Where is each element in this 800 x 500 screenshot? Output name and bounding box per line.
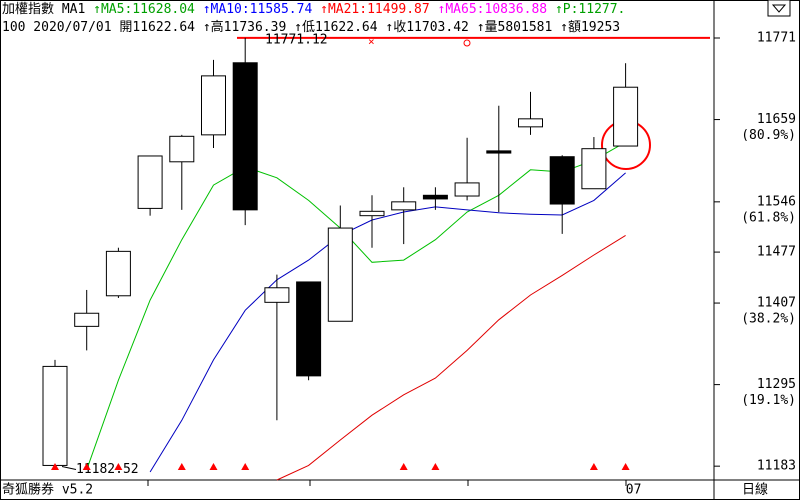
header-line-1: 加權指數 MA1 ↑MA5:11628.04 ↑MA10:11585.74 ↑M… — [2, 2, 625, 17]
ma-line — [276, 234, 626, 481]
candle-body — [359, 210, 385, 217]
legend-entry: ↑MA5:11628.04 — [93, 2, 203, 17]
menu-button[interactable] — [767, 0, 791, 17]
y-tick-label: 11659 — [757, 112, 796, 127]
quote-field: ↑高11736.39 — [203, 19, 294, 35]
legend-entry: 加權指數 MA1 — [2, 2, 93, 17]
ma-line — [86, 141, 626, 470]
signal-marker — [431, 463, 440, 470]
candle-body — [549, 156, 575, 205]
signal-marker — [589, 463, 598, 470]
cross-marker: × — [368, 35, 375, 48]
footer-right: 日線 — [742, 482, 768, 498]
candle-body — [74, 312, 100, 327]
y-tick-label: 11771 — [757, 31, 796, 46]
candle-body — [42, 365, 68, 466]
signal-marker — [114, 463, 123, 470]
signal-marker — [399, 463, 408, 470]
signal-marker — [241, 463, 250, 470]
legend-entry: ↑P:11277. — [555, 2, 625, 17]
signal-marker — [209, 463, 218, 470]
candle-body — [486, 150, 512, 154]
candle-body — [232, 62, 258, 211]
y-tick-label: 11477 — [757, 245, 796, 260]
footer-left: 奇狐勝券 v5.2 — [2, 482, 93, 498]
quote-field: ↑額19253 — [560, 20, 620, 35]
min-pointer — [61, 466, 77, 471]
quote-field: ↑收11703.42 — [385, 20, 476, 35]
candle-body — [201, 75, 226, 136]
ma-line — [149, 172, 626, 473]
signal-marker — [82, 463, 91, 470]
quote-field: ↑量5801581 — [477, 20, 560, 35]
header-line-2: 100 2020/07/01 開11622.64 ↑高11736.39 ↑低11… — [2, 19, 620, 35]
legend-entry: ↑MA65:10836.88 — [438, 2, 555, 17]
circle-marker — [463, 39, 471, 47]
max-label: 11771.12 — [265, 32, 328, 47]
y-tick-label: 11546 — [757, 194, 796, 209]
fib-label: (38.2%) — [741, 312, 796, 327]
min-label: 11182.52 — [76, 462, 139, 477]
quote-field: 100 2020/07/01 開11622.64 — [2, 20, 203, 35]
signal-marker — [177, 463, 186, 470]
y-tick-label: 11407 — [757, 296, 796, 311]
candle-body — [327, 227, 353, 322]
candle-body — [105, 250, 131, 297]
x-tick-label: 07 — [626, 483, 642, 498]
signal-marker — [51, 463, 59, 470]
candle-body — [518, 118, 543, 128]
candle-body — [422, 194, 448, 200]
y-tick-label: 11295 — [757, 377, 796, 392]
quote-field: ↑低11622.64 — [294, 20, 385, 35]
candle-body — [169, 135, 195, 163]
candle-body — [137, 155, 163, 209]
fib-label: (61.8%) — [741, 210, 796, 225]
candle-body — [581, 148, 607, 190]
candle-body — [391, 201, 417, 211]
fib-label: (19.1%) — [741, 393, 796, 408]
menu-icon — [771, 4, 787, 13]
signal-marker — [621, 463, 630, 470]
candle-body — [296, 281, 322, 377]
fib-label: (80.9%) — [741, 128, 796, 143]
candle-body — [264, 287, 290, 303]
legend-entry: ↑MA10:11585.74 — [203, 2, 320, 17]
candle-body — [613, 86, 639, 147]
y-tick-label: 11183 — [757, 459, 796, 474]
candle-body — [454, 182, 480, 197]
legend-entry: ↑MA21:11499.87 — [320, 2, 437, 17]
